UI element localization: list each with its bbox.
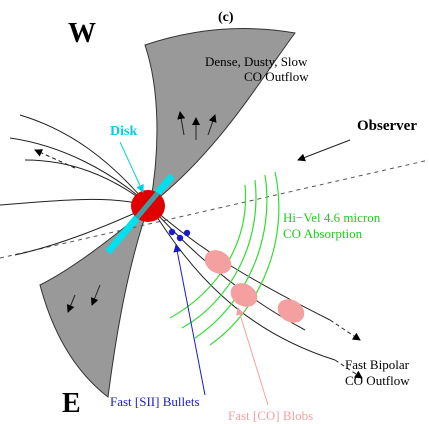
absorption-line1: Hi−Vel 4.6 micron — [283, 210, 381, 225]
page: {"labels": {"west": "W", "panel": "(c)",… — [0, 0, 429, 424]
bullets-label: Fast [SII] Bullets — [110, 394, 200, 409]
east-label: E — [62, 388, 81, 419]
dense-outflow-line1: Dense, Dusty, Slow — [205, 54, 308, 69]
blobs-label: Fast [CO] Blobs — [228, 408, 313, 423]
bullets-pointer — [176, 245, 205, 395]
bipolar-line2: CO Outflow — [345, 373, 410, 388]
bipolar-line1: Fast Bipolar — [345, 357, 410, 372]
blobs-pointer — [238, 308, 268, 405]
dense-outflow-line2: CO Outflow — [244, 69, 309, 84]
observer-label: Observer — [357, 118, 417, 134]
panel-label: (c) — [218, 10, 234, 25]
absorption-line2: CO Absorption — [283, 226, 363, 241]
diagram: W (c) Dense, Dusty, Slow CO Outflow Obse… — [0, 0, 429, 424]
axis-line — [0, 160, 429, 258]
disk-label: Disk — [110, 124, 137, 139]
west-label: W — [68, 18, 96, 49]
blobs — [200, 245, 308, 327]
